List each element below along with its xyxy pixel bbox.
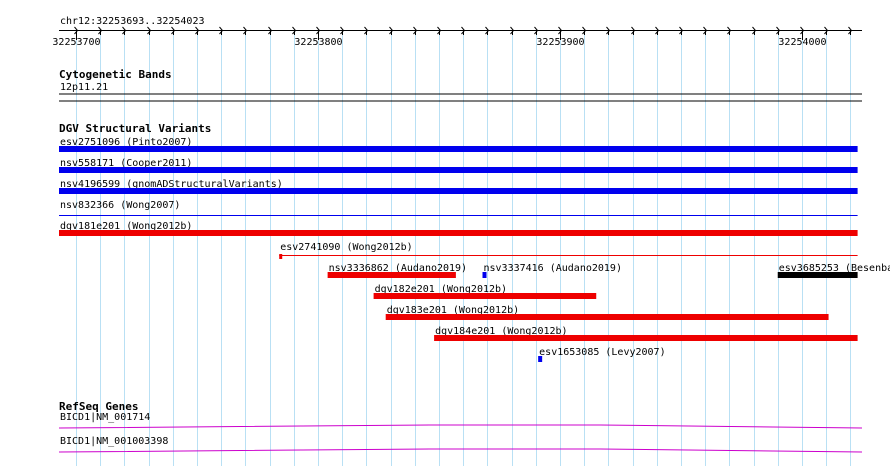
vertical-gridlines — [76, 30, 851, 466]
ruler-chevron — [655, 26, 660, 35]
ruler-chevron — [147, 26, 152, 35]
sv-feature-label: esv3685253 (Besenbacher — [779, 263, 890, 274]
sv-feature-nsv832366[interactable]: nsv832366 (Wong2007) — [59, 200, 858, 216]
dgv-track: DGV Structural Variants esv2751096 (Pint… — [59, 122, 890, 362]
cytoband-track-title: Cytogenetic Bands — [59, 68, 172, 81]
sv-feature-label: esv2741090 (Wong2012b) — [280, 242, 412, 253]
ruler-chevron — [485, 26, 490, 35]
ruler-chevron — [534, 26, 539, 35]
sv-feature-bar[interactable] — [434, 335, 858, 341]
sv-feature-label: nsv558171 (Cooper2011) — [60, 158, 192, 169]
ruler-tick-label: 32253900 — [536, 37, 584, 48]
ruler-chevron — [437, 26, 442, 35]
refseq-track-title: RefSeq Genes — [59, 400, 138, 413]
ruler-chevron — [631, 26, 636, 35]
sv-feature-esv2741090[interactable]: esv2741090 (Wong2012b) — [279, 242, 858, 259]
sv-feature-dgv181e201[interactable]: dgv181e201 (Wong2012b) — [59, 221, 858, 236]
sv-feature-start-box[interactable] — [279, 254, 283, 259]
locus-label: chr12:32253693..32254023 — [60, 16, 205, 27]
sv-feature-label: dgv183e201 (Wong2012b) — [387, 305, 519, 316]
sv-feature-bar[interactable] — [482, 272, 487, 278]
sv-feature-label: esv2751096 (Pinto2007) — [60, 137, 192, 148]
gene-feature[interactable]: BICD1|NM_001714 — [58, 412, 863, 429]
sv-feature-dgv183e201[interactable]: dgv183e201 (Wong2012b) — [385, 305, 829, 320]
sv-feature-label: dgv181e201 (Wong2012b) — [60, 221, 192, 232]
ruler-chevron — [195, 26, 200, 35]
ruler-chevron — [703, 26, 708, 35]
sv-feature-esv2751096[interactable]: esv2751096 (Pinto2007) — [59, 137, 858, 152]
sv-feature-nsv3336862[interactable]: nsv3336862 (Audano2019) — [327, 263, 467, 278]
sv-feature-nsv4196599[interactable]: nsv4196599 (gnomADStructuralVariants) — [59, 179, 858, 194]
sv-feature-dgv184e201[interactable]: dgv184e201 (Wong2012b) — [434, 326, 858, 341]
ruler-chevron — [413, 26, 418, 35]
ruler-tick-label: 32253700 — [52, 37, 100, 48]
ruler-chevron — [243, 26, 248, 35]
gene-line[interactable] — [58, 448, 863, 453]
ruler-tick-label: 32253800 — [294, 37, 342, 48]
sv-feature-dgv182e201[interactable]: dgv182e201 (Wong2012b) — [373, 284, 597, 299]
sv-feature-bar[interactable] — [59, 167, 858, 173]
ruler-chevron — [219, 26, 224, 35]
sv-feature-esv3685253[interactable]: esv3685253 (Besenbacher — [777, 263, 890, 278]
ruler-chevron — [340, 26, 345, 35]
sv-feature-bar[interactable] — [327, 272, 456, 278]
ruler-chevron — [364, 26, 369, 35]
sv-feature-bar[interactable] — [59, 146, 858, 152]
ruler-chevron — [74, 26, 79, 35]
sv-feature-bar[interactable] — [538, 356, 543, 362]
gene-feature[interactable]: BICD1|NM_001003398 — [58, 436, 863, 453]
ruler-chevron — [389, 26, 394, 35]
ruler-chevron — [582, 26, 587, 35]
ruler-chevron — [461, 26, 466, 35]
ruler-chevron — [800, 26, 805, 35]
ruler-chevron — [122, 26, 127, 35]
ruler-chevron — [316, 26, 321, 35]
ruler-chevron — [824, 26, 829, 35]
sv-feature-bar[interactable] — [373, 293, 597, 299]
refseq-track: RefSeq Genes BICD1|NM_001714 BICD1|NM_001… — [58, 400, 863, 453]
sv-feature-label: nsv3337416 (Audano2019) — [484, 263, 622, 274]
sv-feature-label: nsv4196599 (gnomADStructuralVariants) — [60, 179, 283, 190]
ruler-chevron — [606, 26, 611, 35]
ruler-chevron — [268, 26, 273, 35]
sv-feature-bar[interactable] — [59, 230, 858, 236]
coordinate-ruler[interactable]: chr12:32253693..32254023 32253700 3225380… — [52, 16, 862, 48]
cytoband-label[interactable]: 12p11.21 — [60, 82, 108, 93]
sv-feature-label: dgv182e201 (Wong2012b) — [375, 284, 507, 295]
ruler-chevron — [292, 26, 297, 35]
sv-feature-esv1653085[interactable]: esv1653085 (Levy2007) — [538, 347, 666, 362]
ruler-chevron — [558, 26, 563, 35]
sv-feature-bar[interactable] — [777, 272, 858, 278]
ruler-chevron — [510, 26, 515, 35]
gene-label: BICD1|NM_001714 — [60, 412, 150, 423]
sv-feature-bar[interactable] — [59, 188, 858, 194]
sv-feature-nsv3337416[interactable]: nsv3337416 (Audano2019) — [482, 263, 622, 278]
ruler-chevron — [679, 26, 684, 35]
ruler-chevron — [171, 26, 176, 35]
ruler-chevron — [776, 26, 781, 35]
ruler-chevron — [98, 26, 103, 35]
sv-feature-label: nsv832366 (Wong2007) — [60, 200, 180, 211]
sv-feature-label: nsv3336862 (Audano2019) — [329, 263, 467, 274]
ruler-chevron — [752, 26, 757, 35]
sv-feature-label: esv1653085 (Levy2007) — [539, 347, 665, 358]
gene-label: BICD1|NM_001003398 — [60, 436, 168, 447]
sv-feature-bar[interactable] — [385, 314, 829, 320]
sv-feature-nsv558171[interactable]: nsv558171 (Cooper2011) — [59, 158, 858, 173]
gene-line[interactable] — [58, 424, 863, 429]
cytoband-track: Cytogenetic Bands 12p11.21 — [59, 68, 862, 102]
dgv-track-title: DGV Structural Variants — [59, 122, 211, 135]
sv-feature-label: dgv184e201 (Wong2012b) — [435, 326, 567, 337]
ruler-tick-label: 32254000 — [778, 37, 826, 48]
ruler-chevron — [848, 26, 853, 35]
ruler-chevron — [727, 26, 732, 35]
